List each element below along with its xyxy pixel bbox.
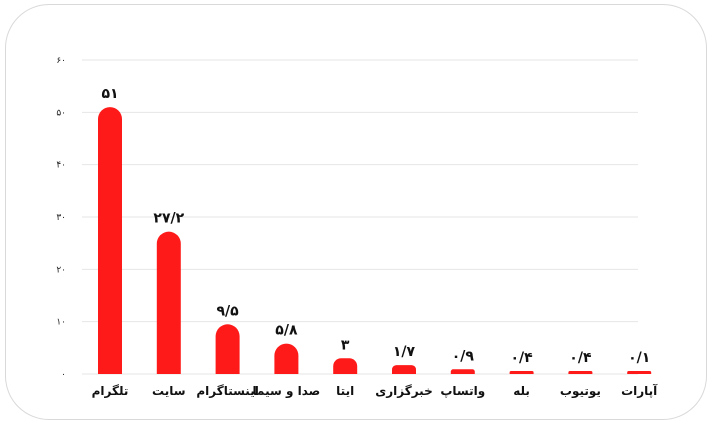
category-label: صدا و سیما [253, 384, 321, 399]
data-label: ۹/۵ [216, 303, 239, 319]
y-tick-label: ۱۰ [56, 318, 66, 328]
category-label: آپارات [621, 383, 658, 398]
y-tick-label: ۳۰ [56, 213, 66, 223]
y-tick-label: ۵۰ [56, 108, 66, 118]
data-label: ۵/۸ [275, 323, 298, 339]
y-tick-label: ۴۰ [56, 161, 66, 171]
bar [627, 371, 652, 374]
data-labels: ۵۱ ۲۷/۲ ۹/۵ ۵/۸ ۳ ۱/۷ ۰/۹ ۰/۴ ۰/۴ ۰/۱ [101, 86, 650, 366]
bar [450, 369, 475, 374]
bar [98, 107, 122, 374]
data-label: ۲۷/۲ [153, 211, 184, 227]
bar [156, 231, 181, 374]
category-label: ایتا [336, 384, 354, 398]
category-label: بله [513, 384, 530, 398]
bars [98, 107, 652, 374]
y-tick-label: ۲۰ [56, 265, 66, 275]
y-tick-label: ۰ [61, 370, 66, 380]
data-label: ۵۱ [101, 86, 118, 102]
bar [509, 371, 534, 374]
bar [274, 343, 299, 374]
data-label: ۰/۴ [510, 350, 533, 366]
data-label: ۰/۱ [628, 350, 650, 366]
category-label: واتساپ [440, 384, 485, 399]
category-label: تلگرام [92, 384, 129, 399]
category-label: خبرگزاری [375, 384, 432, 398]
data-label: ۱/۷ [393, 344, 416, 360]
bar [333, 358, 358, 374]
category-label: اینستاگرام [196, 384, 258, 399]
y-axis-ticks: ۰ ۱۰ ۲۰ ۳۰ ۴۰ ۵۰ ۶۰ [56, 56, 66, 380]
bar [392, 365, 416, 374]
data-label: ۰/۹ [452, 348, 475, 364]
category-label: یوتیوب [560, 384, 601, 399]
bar [215, 324, 240, 374]
category-label: سایت [152, 384, 186, 398]
y-tick-label: ۶۰ [56, 56, 66, 66]
bar [568, 371, 593, 374]
data-label: ۳ [341, 337, 350, 353]
data-label: ۰/۴ [569, 350, 592, 366]
